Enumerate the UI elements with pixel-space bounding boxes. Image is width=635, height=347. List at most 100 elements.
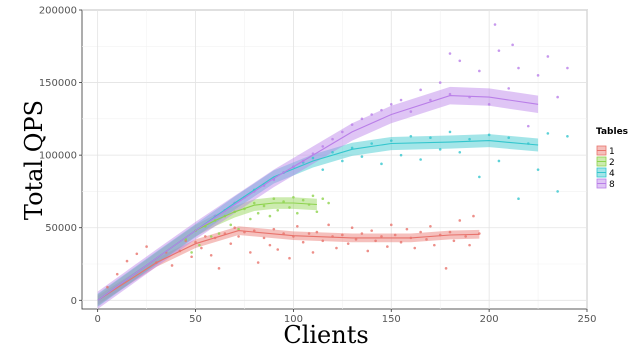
data-point-1 xyxy=(389,223,393,227)
data-point-2 xyxy=(296,211,299,215)
data-point-8 xyxy=(341,130,344,134)
data-point-4 xyxy=(536,168,540,171)
data-point-1 xyxy=(217,267,221,270)
data-point-8 xyxy=(566,66,569,70)
x-tick-label: 0 xyxy=(94,314,100,325)
data-point-2 xyxy=(209,235,213,238)
data-point-1 xyxy=(386,245,389,248)
data-point-4 xyxy=(389,139,393,142)
data-point-2 xyxy=(301,198,305,202)
data-point-2 xyxy=(262,204,266,208)
data-point-1 xyxy=(374,239,377,243)
y-axis-title: Total QPS xyxy=(20,100,48,220)
data-point-2 xyxy=(272,197,276,200)
data-point-4 xyxy=(331,150,334,154)
data-point-2 xyxy=(229,223,233,227)
data-point-2 xyxy=(190,251,193,254)
data-point-4 xyxy=(419,158,422,161)
legend-label-8: 8 xyxy=(609,180,615,190)
data-point-4 xyxy=(311,156,315,160)
data-point-4 xyxy=(497,159,501,163)
x-tick-label: 50 xyxy=(189,314,202,325)
legend-label-1: 1 xyxy=(609,147,615,157)
data-point-8 xyxy=(350,123,354,126)
confidence-bands xyxy=(97,86,539,309)
data-point-4 xyxy=(380,162,383,166)
data-point-1 xyxy=(354,238,358,241)
data-point-1 xyxy=(405,227,409,231)
data-point-1 xyxy=(399,240,403,244)
x-tick-label: 100 xyxy=(284,314,303,325)
data-point-4 xyxy=(399,153,403,157)
data-point-1 xyxy=(366,249,370,253)
data-point-1 xyxy=(346,242,350,245)
data-point-1 xyxy=(419,230,422,234)
scatter-points xyxy=(106,23,569,289)
data-point-1 xyxy=(209,253,213,257)
data-point-2 xyxy=(276,209,280,212)
data-point-8 xyxy=(487,103,491,106)
data-point-8 xyxy=(331,137,334,141)
trend-lines xyxy=(97,95,539,301)
data-point-1 xyxy=(170,264,174,267)
data-point-1 xyxy=(229,242,233,245)
data-point-2 xyxy=(252,201,256,205)
data-point-2 xyxy=(249,217,252,221)
data-point-8 xyxy=(493,23,497,26)
confidence-band-2 xyxy=(97,197,317,307)
trend-line-1 xyxy=(97,230,480,301)
data-point-1 xyxy=(262,236,266,240)
data-point-2 xyxy=(311,194,315,198)
data-point-8 xyxy=(419,88,422,92)
data-point-2 xyxy=(288,206,291,209)
data-point-8 xyxy=(478,69,481,73)
data-point-1 xyxy=(237,235,240,238)
data-point-1 xyxy=(249,251,252,254)
data-point-1 xyxy=(472,214,475,218)
data-point-1 xyxy=(425,238,428,241)
data-point-8 xyxy=(399,98,403,102)
data-point-8 xyxy=(526,124,530,128)
trend-line-8 xyxy=(97,95,539,301)
data-point-4 xyxy=(556,190,559,193)
data-point-1 xyxy=(321,239,325,243)
data-point-1 xyxy=(115,272,119,276)
data-point-4 xyxy=(458,150,462,154)
data-point-4 xyxy=(448,130,452,134)
data-point-8 xyxy=(448,52,452,55)
data-point-8 xyxy=(409,110,413,113)
data-point-4 xyxy=(360,155,364,158)
data-point-4 xyxy=(546,132,550,135)
data-point-4 xyxy=(429,136,432,140)
data-point-1 xyxy=(256,261,260,264)
x-tick-label: 150 xyxy=(382,314,401,325)
data-point-8 xyxy=(370,113,373,116)
data-point-1 xyxy=(444,267,448,270)
data-point-1 xyxy=(145,245,148,248)
legend-label-2: 2 xyxy=(609,158,615,168)
y-tick-label: 200000 xyxy=(39,6,77,17)
data-point-8 xyxy=(556,95,559,99)
data-point-1 xyxy=(301,240,305,244)
data-point-8 xyxy=(507,87,511,90)
plot-panel xyxy=(81,9,588,310)
data-point-1 xyxy=(272,227,276,231)
data-point-4 xyxy=(438,148,442,151)
data-point-1 xyxy=(288,256,291,260)
data-point-8 xyxy=(497,49,501,52)
data-point-4 xyxy=(350,146,354,150)
data-point-1 xyxy=(360,232,364,235)
x-tick-label: 200 xyxy=(480,314,499,325)
data-point-8 xyxy=(458,59,462,63)
data-point-1 xyxy=(335,246,338,250)
data-point-4 xyxy=(341,159,344,163)
data-point-8 xyxy=(389,103,393,106)
data-point-1 xyxy=(311,251,315,254)
data-point-8 xyxy=(360,117,364,121)
data-point-1 xyxy=(282,232,285,235)
grid xyxy=(82,9,588,309)
legend-title: Tables xyxy=(596,127,628,137)
data-point-1 xyxy=(380,235,383,238)
